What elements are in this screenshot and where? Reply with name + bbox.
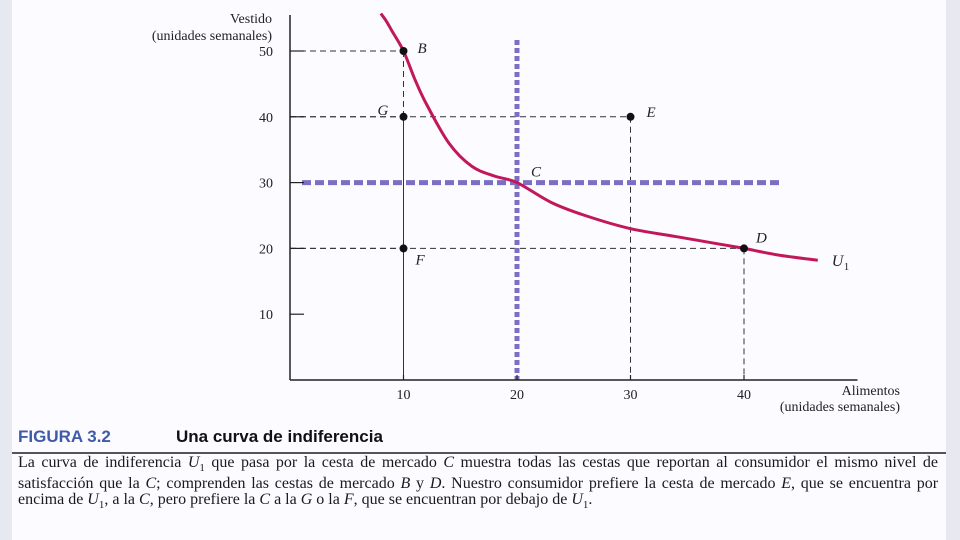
point-label-g: G	[378, 103, 389, 119]
x-tick-label: 30	[624, 388, 638, 403]
point-label-d: D	[755, 230, 767, 246]
y-tick-label: 40	[259, 111, 273, 126]
y-tick-label: 20	[259, 242, 273, 257]
point-label-b: B	[418, 41, 427, 57]
point-label-c: C	[531, 165, 542, 181]
figure-number: FIGURA 3.2	[18, 427, 111, 446]
point-g	[399, 112, 408, 121]
x-axis-title: Alimentos	[841, 384, 900, 399]
left-frame-border	[0, 0, 12, 540]
x-tick-label: 10	[397, 388, 411, 403]
figure-title: Una curva de indiferencia	[176, 427, 383, 446]
point-e	[626, 112, 635, 121]
indifference-curve-u1	[379, 12, 818, 262]
y-axis-title: Vestido	[230, 12, 272, 27]
curve-label-subscript: 1	[844, 261, 850, 273]
right-frame-border	[946, 0, 960, 540]
y-tick-label: 10	[259, 308, 273, 323]
x-tick-label: 20	[510, 388, 524, 403]
x-axis-title-units: (unidades semanales)	[779, 400, 900, 415]
point-d	[740, 244, 748, 253]
point-f	[399, 244, 408, 253]
y-axis-title-units: (unidades semanales)	[151, 29, 272, 44]
x-tick-label: 40	[737, 388, 751, 403]
point-label-f: F	[415, 252, 426, 268]
page-background	[12, 0, 946, 540]
y-tick-label: 50	[259, 45, 273, 60]
figure-caption: La curva de indiferencia U1 que pasa por…	[18, 454, 939, 512]
curve-label-u1: U	[832, 253, 845, 270]
point-b	[399, 47, 408, 55]
point-label-e: E	[646, 105, 656, 121]
y-tick-label: 30	[259, 177, 273, 192]
figure-heading: FIGURA 3.2 Una curva de indiferencia	[12, 424, 946, 454]
